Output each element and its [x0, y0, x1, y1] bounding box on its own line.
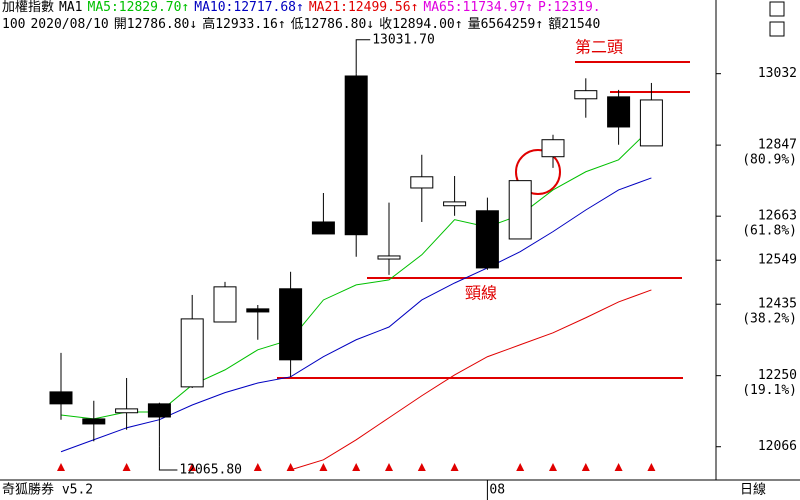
- candle-body: [377, 255, 401, 260]
- candle-body: [115, 408, 139, 414]
- extreme-label: 13031.70: [372, 32, 435, 47]
- candle-body: [508, 180, 532, 240]
- candle-body: [344, 75, 368, 236]
- ma-line: [290, 289, 652, 471]
- signal-marker: [450, 463, 459, 471]
- leader-line: [355, 39, 371, 74]
- annotation-text: 第二頭: [575, 38, 623, 57]
- header-item: 額21540: [548, 17, 601, 32]
- window-button[interactable]: [769, 21, 785, 37]
- header-item: MA1: [59, 0, 83, 15]
- signal-marker: [253, 463, 262, 471]
- y-tick-label: 12847: [758, 138, 797, 153]
- candle-body: [541, 139, 565, 158]
- candle-body: [607, 96, 631, 128]
- signal-marker: [614, 463, 623, 471]
- candle-body: [639, 99, 663, 147]
- y-tick-label: 12663: [758, 209, 797, 224]
- candle-body: [82, 418, 106, 425]
- fib-label: (38.2%): [742, 312, 797, 327]
- signal-marker: [188, 463, 197, 471]
- header-item: 高12933.16↑: [202, 17, 286, 32]
- annotation-text: 頸線: [465, 284, 497, 303]
- header-item: P:12319.: [537, 0, 601, 15]
- candle-body: [147, 403, 171, 418]
- signal-marker: [417, 463, 426, 471]
- header-item: 加權指數: [2, 0, 55, 15]
- candle-body: [443, 201, 467, 207]
- header-item: 開12786.80↓: [113, 17, 198, 32]
- header-item: 2020/08/10: [30, 17, 109, 32]
- signal-marker: [647, 463, 656, 471]
- signal-marker: [581, 463, 590, 471]
- header-line: 100 2020/08/10 開12786.80↓ 高12933.16↑ 低12786.…: [2, 17, 712, 33]
- signal-marker: [352, 463, 361, 471]
- leader-line: [158, 446, 178, 471]
- signal-marker: [516, 463, 525, 471]
- x-tick-label: 08: [489, 483, 505, 498]
- signal-marker: [319, 463, 328, 471]
- y-tick-label: 13032: [758, 66, 797, 81]
- window-button[interactable]: [769, 1, 785, 17]
- candle-body: [246, 308, 270, 313]
- signal-marker: [549, 463, 557, 471]
- signal-marker: [122, 463, 131, 471]
- header-item: MA21:12499.56↑: [308, 0, 419, 15]
- header-item: 100: [2, 17, 26, 32]
- candle-body: [213, 286, 237, 323]
- header-item: MA65:11734.97↑: [423, 0, 533, 15]
- annotation-circle: [515, 149, 561, 195]
- header-item: MA5:12829.70↑: [87, 0, 190, 15]
- header-item: MA10:12717.68↑: [194, 0, 304, 15]
- candle-body: [574, 90, 598, 100]
- fib-label: (19.1%): [742, 383, 797, 398]
- signal-marker: [385, 463, 393, 471]
- candle-body: [279, 288, 303, 361]
- header-item: 量6564259↑: [467, 17, 544, 32]
- candle-body: [311, 221, 335, 235]
- header-line: 加權指數 MA1 MA5:12829.70↑ MA10:12717.68↑ MA21:1…: [2, 0, 712, 16]
- candle-body: [49, 391, 73, 405]
- fib-label: (80.9%): [742, 153, 797, 168]
- header-item: 低12786.80↓: [290, 17, 375, 32]
- candle-body: [475, 210, 499, 269]
- y-tick-label: 12549: [758, 253, 797, 268]
- extreme-label: 12065.80: [179, 463, 242, 478]
- y-tick-label: 12435: [758, 297, 797, 312]
- candle-body: [180, 318, 204, 388]
- app-name: 奇狐勝券 v5.2: [2, 482, 93, 498]
- header-item: 收12894.00↑: [379, 17, 463, 32]
- y-tick-label: 12066: [758, 439, 797, 454]
- signal-marker: [57, 463, 65, 471]
- period-label: 日線: [740, 482, 766, 498]
- y-tick-label: 12250: [758, 368, 797, 383]
- fib-label: (61.8%): [742, 224, 797, 239]
- candle-body: [410, 176, 434, 189]
